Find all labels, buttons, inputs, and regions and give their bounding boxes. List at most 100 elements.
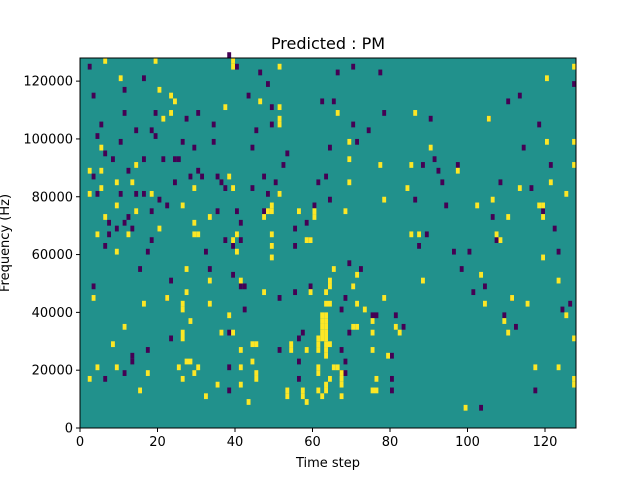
heatmap-cell-high: [421, 277, 425, 284]
heatmap-cell-low: [316, 179, 321, 186]
heatmap-cell-low: [502, 312, 507, 319]
heatmap-cell-high: [192, 219, 197, 226]
heatmap-cell-high: [285, 393, 290, 400]
heatmap-cell-low: [421, 162, 425, 168]
heatmap-cell-low: [312, 202, 317, 209]
heatmap-cell-low: [541, 208, 546, 215]
heatmap-cell-high: [142, 300, 146, 307]
heatmap-cell-high: [331, 266, 336, 272]
heatmap-cell-high: [227, 173, 232, 180]
heatmap-cell-high: [486, 115, 491, 122]
heatmap-cell-low: [490, 214, 495, 220]
heatmap-cell-low: [293, 289, 298, 296]
heatmap-cell-low: [297, 358, 301, 365]
heatmap-cell-low: [223, 185, 228, 191]
heatmap-cell-low: [227, 387, 232, 394]
heatmap-cell-high: [320, 323, 325, 330]
heatmap-cell-high: [254, 370, 259, 376]
heatmap-cell-high: [258, 98, 263, 105]
heatmap-cell-high: [184, 358, 189, 365]
heatmap-cell-low: [273, 179, 278, 186]
heatmap-cell-low: [215, 173, 220, 180]
heatmap-cell-low: [235, 63, 239, 70]
heatmap-cell-high: [455, 167, 460, 174]
heatmap-cell-high: [316, 347, 321, 353]
heatmap-cell-high: [231, 185, 236, 191]
heatmap-cell-low: [215, 208, 220, 215]
heatmap-cell-low: [165, 202, 170, 209]
heatmap-cell-high: [103, 58, 108, 64]
heatmap-cell-high: [355, 300, 360, 307]
heatmap-cell-high: [517, 185, 522, 191]
heatmap-cell-low: [494, 237, 499, 243]
heatmap-cell-high: [417, 231, 422, 238]
heatmap-cell-low: [533, 387, 538, 394]
x-tick-label: 100: [455, 435, 480, 450]
heatmap-cell-high: [312, 208, 317, 215]
heatmap-cell-high: [316, 364, 321, 371]
heatmap-cell-high: [490, 196, 495, 203]
heatmap-cell-high: [541, 202, 546, 209]
heatmap-cell-high: [99, 167, 104, 174]
heatmap-cell-high: [397, 329, 402, 336]
heatmap-cell-high: [122, 323, 127, 330]
heatmap-cell-low: [343, 358, 348, 365]
heatmap-cell-low: [572, 81, 577, 87]
heatmap-cell-high: [324, 329, 329, 336]
heatmap-cell-low: [444, 202, 449, 209]
heatmap-cell-low: [269, 104, 274, 111]
heatmap-cell-high: [324, 335, 329, 342]
y-axis: 0 20000 40000 60000 80000 100000 120000: [23, 75, 80, 437]
heatmap-cell-low: [107, 231, 112, 238]
heatmap-cell-high: [343, 208, 348, 215]
heatmap-cell-high: [479, 271, 484, 278]
heatmap-cell-low: [196, 167, 201, 174]
heatmap-cell-high: [204, 393, 208, 400]
heatmap-cell-high: [428, 144, 433, 151]
heatmap-cell-low: [91, 283, 96, 290]
heatmap-cell-low: [440, 179, 445, 186]
heatmap-cell-low: [250, 185, 255, 191]
heatmap-cell-low: [184, 115, 189, 122]
heatmap-cell-low: [211, 121, 216, 128]
heatmap-cell-low: [506, 98, 511, 105]
heatmap-cell-low: [351, 63, 356, 70]
heatmap-cell-high: [572, 63, 577, 70]
heatmap-cell-high: [254, 341, 259, 348]
heatmap-cell-low: [122, 110, 127, 116]
heatmap-cell-low: [304, 219, 309, 226]
heatmap-cell-high: [111, 341, 115, 348]
heatmap-cell-low: [266, 190, 270, 197]
heatmap-cell-low: [281, 162, 286, 168]
heatmap-cell-high: [238, 277, 243, 284]
heatmap-cell-high: [328, 277, 332, 284]
heatmap-cell-low: [173, 179, 177, 186]
heatmap-cell-low: [339, 347, 344, 353]
heatmap-cell-low: [277, 347, 282, 353]
heatmap-cell-high: [312, 214, 317, 220]
heatmap-cell-high: [130, 179, 135, 186]
heatmap-cell-high: [413, 110, 418, 116]
heatmap-cell-high: [316, 335, 321, 342]
heatmap-cell-low: [417, 243, 422, 249]
heatmap-cell-high: [99, 144, 104, 151]
heatmap-cell-high: [370, 387, 375, 394]
heatmap-cell-low: [227, 364, 232, 371]
heatmap-cell-high: [219, 329, 224, 336]
heatmap-cell-high: [355, 271, 360, 278]
heatmap-cell-low: [99, 121, 104, 128]
heatmap-cell-low: [114, 225, 119, 232]
heatmap-cell-high: [324, 312, 329, 319]
heatmap-cell-low: [145, 248, 150, 255]
heatmap-cell-low: [293, 243, 298, 249]
heatmap-cell-high: [382, 196, 387, 203]
heatmap-cell-high: [269, 243, 274, 249]
heatmap-cell-high: [95, 231, 100, 238]
heatmap-cell-high: [126, 231, 131, 238]
heatmap-cell-high: [572, 375, 577, 382]
heatmap-cell-high: [572, 335, 577, 342]
heatmap-cell-high: [297, 208, 301, 215]
heatmap-cell-high: [180, 306, 185, 313]
heatmap-cell-low: [219, 179, 224, 186]
heatmap-cell-low: [432, 156, 437, 163]
